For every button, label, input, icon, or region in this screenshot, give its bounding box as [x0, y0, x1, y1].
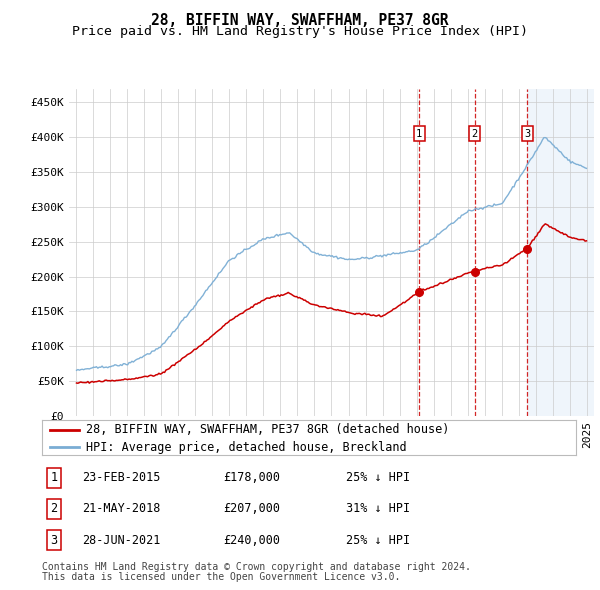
- Text: £178,000: £178,000: [224, 471, 281, 484]
- Text: 2: 2: [50, 502, 58, 516]
- Text: 25% ↓ HPI: 25% ↓ HPI: [346, 533, 410, 546]
- Text: 2: 2: [472, 129, 478, 139]
- Text: Price paid vs. HM Land Registry's House Price Index (HPI): Price paid vs. HM Land Registry's House …: [72, 25, 528, 38]
- Text: 21-MAY-2018: 21-MAY-2018: [82, 502, 160, 516]
- Text: HPI: Average price, detached house, Breckland: HPI: Average price, detached house, Brec…: [86, 441, 406, 454]
- Text: 1: 1: [416, 129, 422, 139]
- Text: 28-JUN-2021: 28-JUN-2021: [82, 533, 160, 546]
- Text: 3: 3: [50, 533, 58, 546]
- Text: 28, BIFFIN WAY, SWAFFHAM, PE37 8GR: 28, BIFFIN WAY, SWAFFHAM, PE37 8GR: [151, 13, 449, 28]
- Text: 23-FEB-2015: 23-FEB-2015: [82, 471, 160, 484]
- Text: £207,000: £207,000: [224, 502, 281, 516]
- Text: This data is licensed under the Open Government Licence v3.0.: This data is licensed under the Open Gov…: [42, 572, 400, 582]
- Text: 1: 1: [50, 471, 58, 484]
- Text: 25% ↓ HPI: 25% ↓ HPI: [346, 471, 410, 484]
- Bar: [527, 88, 596, 416]
- Text: 3: 3: [524, 129, 530, 139]
- Text: 28, BIFFIN WAY, SWAFFHAM, PE37 8GR (detached house): 28, BIFFIN WAY, SWAFFHAM, PE37 8GR (deta…: [86, 423, 449, 436]
- Text: 31% ↓ HPI: 31% ↓ HPI: [346, 502, 410, 516]
- Text: Contains HM Land Registry data © Crown copyright and database right 2024.: Contains HM Land Registry data © Crown c…: [42, 562, 471, 572]
- Text: £240,000: £240,000: [224, 533, 281, 546]
